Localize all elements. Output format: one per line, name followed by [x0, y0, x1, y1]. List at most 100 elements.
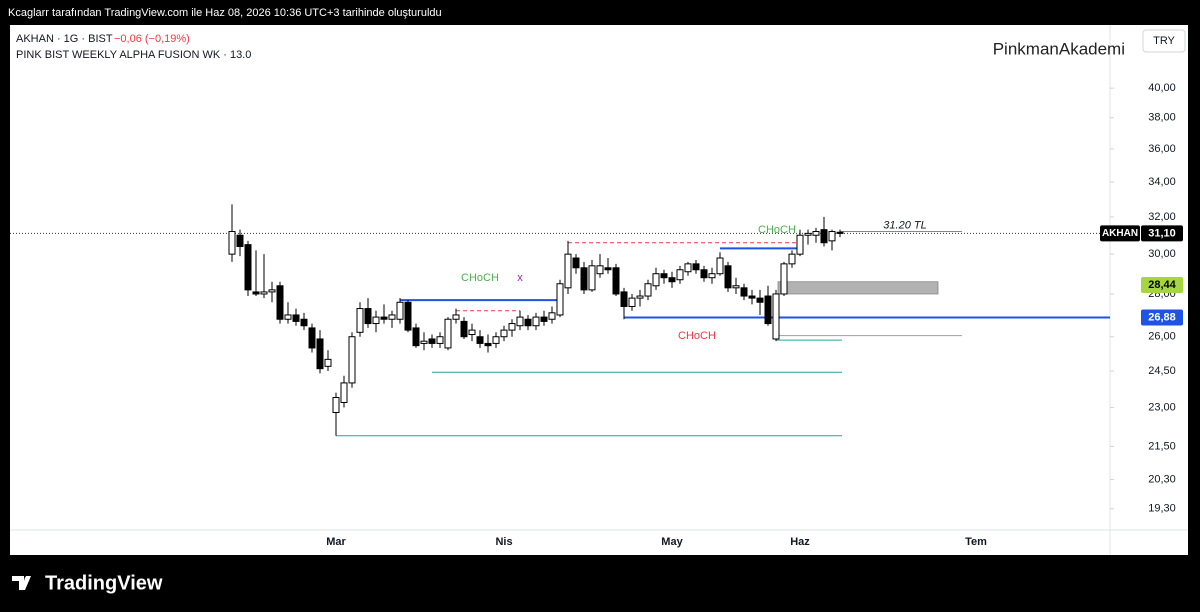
candle-body [332, 397, 340, 414]
chart-panel [10, 25, 1188, 555]
candle-body [428, 338, 436, 344]
candle-body [484, 342, 492, 347]
candle-body [452, 314, 460, 320]
annotation: CHoCH [461, 272, 499, 284]
candle-body [660, 273, 668, 279]
candle-body [764, 295, 772, 325]
candle-body [796, 234, 804, 255]
candle-body [580, 267, 588, 291]
candle-body [836, 231, 844, 234]
candle-body [612, 267, 620, 295]
annotation: x [517, 272, 523, 284]
candle-body [676, 269, 684, 281]
candle-body [588, 265, 596, 291]
candle-body [684, 263, 692, 273]
candle-body [308, 327, 316, 349]
candle-body [228, 231, 236, 255]
candle-body [572, 257, 580, 269]
watermark: PinkmanAkademi [993, 39, 1125, 58]
candle-body [284, 314, 292, 320]
candle-body [732, 285, 740, 289]
y-tick-label: 30,00 [1148, 248, 1176, 260]
candle-body [524, 318, 532, 327]
currency-box[interactable] [1142, 29, 1186, 53]
candle-body [244, 244, 252, 291]
annotation: CHoCH [678, 330, 716, 342]
candle-body [316, 338, 324, 370]
logo-dot [24, 576, 30, 582]
candle-body [236, 234, 244, 248]
x-tick-label: Mar [326, 536, 346, 548]
candle-body [668, 277, 676, 283]
x-tick-label: Nis [495, 536, 512, 548]
candle-body [460, 320, 468, 338]
y-tick-label: 21,50 [1148, 440, 1176, 452]
chart-title: AKHAN · 1G · BIST [16, 33, 113, 45]
price-label-bg [1141, 276, 1183, 293]
candle-body [772, 293, 780, 340]
candle-body [828, 231, 836, 242]
candle-body [300, 318, 308, 327]
candle-body [708, 273, 716, 279]
candle-body [724, 265, 732, 289]
price-label-name: AKHAN [1102, 228, 1138, 239]
currency[interactable]: TRY [1153, 35, 1175, 47]
candle-body [748, 295, 756, 299]
candle-body [596, 265, 604, 275]
target-label: 31.20 TL [883, 219, 926, 231]
candle-body [252, 291, 260, 295]
candle-body [380, 316, 388, 320]
y-tick-label: 24,50 [1148, 365, 1176, 377]
y-tick-label: 19,30 [1148, 503, 1176, 515]
candle-body [276, 285, 284, 320]
candle-body [788, 253, 796, 265]
candle-body [804, 232, 812, 236]
candle-body [260, 291, 268, 295]
candle-body [476, 336, 484, 344]
candle-body [756, 297, 764, 303]
candle-body [356, 308, 364, 333]
brand: TradingView [45, 572, 163, 594]
candle-body [420, 340, 428, 344]
candle-body [516, 316, 524, 327]
candle-body [652, 273, 660, 287]
candle-body [396, 301, 404, 320]
price-label: 26,88 [1148, 311, 1176, 323]
change: −0,06 (−0,19%) [114, 33, 190, 45]
candle-body [540, 316, 548, 322]
candle-body [740, 287, 748, 297]
candle-body [532, 316, 540, 327]
x-tick-label: May [661, 536, 683, 548]
candle-body [468, 329, 476, 336]
candle-body [444, 318, 452, 349]
zone [777, 281, 939, 295]
candle-body [556, 283, 564, 316]
x-tick-label: Tem [965, 536, 987, 548]
candle-body [436, 336, 444, 344]
candle-body [548, 312, 556, 320]
price-label: 28,44 [1148, 279, 1176, 291]
candle-body [644, 283, 652, 297]
annotation: CHoCH [758, 224, 796, 236]
candle-body [324, 358, 332, 367]
candle-body [388, 314, 396, 320]
price-label: 31,10 [1148, 227, 1176, 239]
candle-body [620, 291, 628, 307]
subtitle: PINK BIST WEEKLY ALPHA FUSION WK · 13.0 [16, 49, 251, 61]
candle-body [340, 382, 348, 403]
price-label-name-bg [1100, 225, 1140, 242]
candle-body [500, 329, 508, 338]
caption: Kcaglarr tarafından TradingView.com ile … [8, 7, 442, 19]
y-tick-label: 34,00 [1148, 176, 1176, 188]
candle-body [372, 316, 380, 325]
price-label-bg [1141, 225, 1183, 242]
candle-body [812, 231, 820, 236]
y-tick-label: 36,00 [1148, 143, 1176, 155]
y-tick-label: 40,00 [1148, 82, 1176, 94]
candle-body [348, 336, 356, 384]
candle-body [716, 257, 724, 275]
candle-body [692, 263, 700, 271]
candle-body [700, 269, 708, 279]
